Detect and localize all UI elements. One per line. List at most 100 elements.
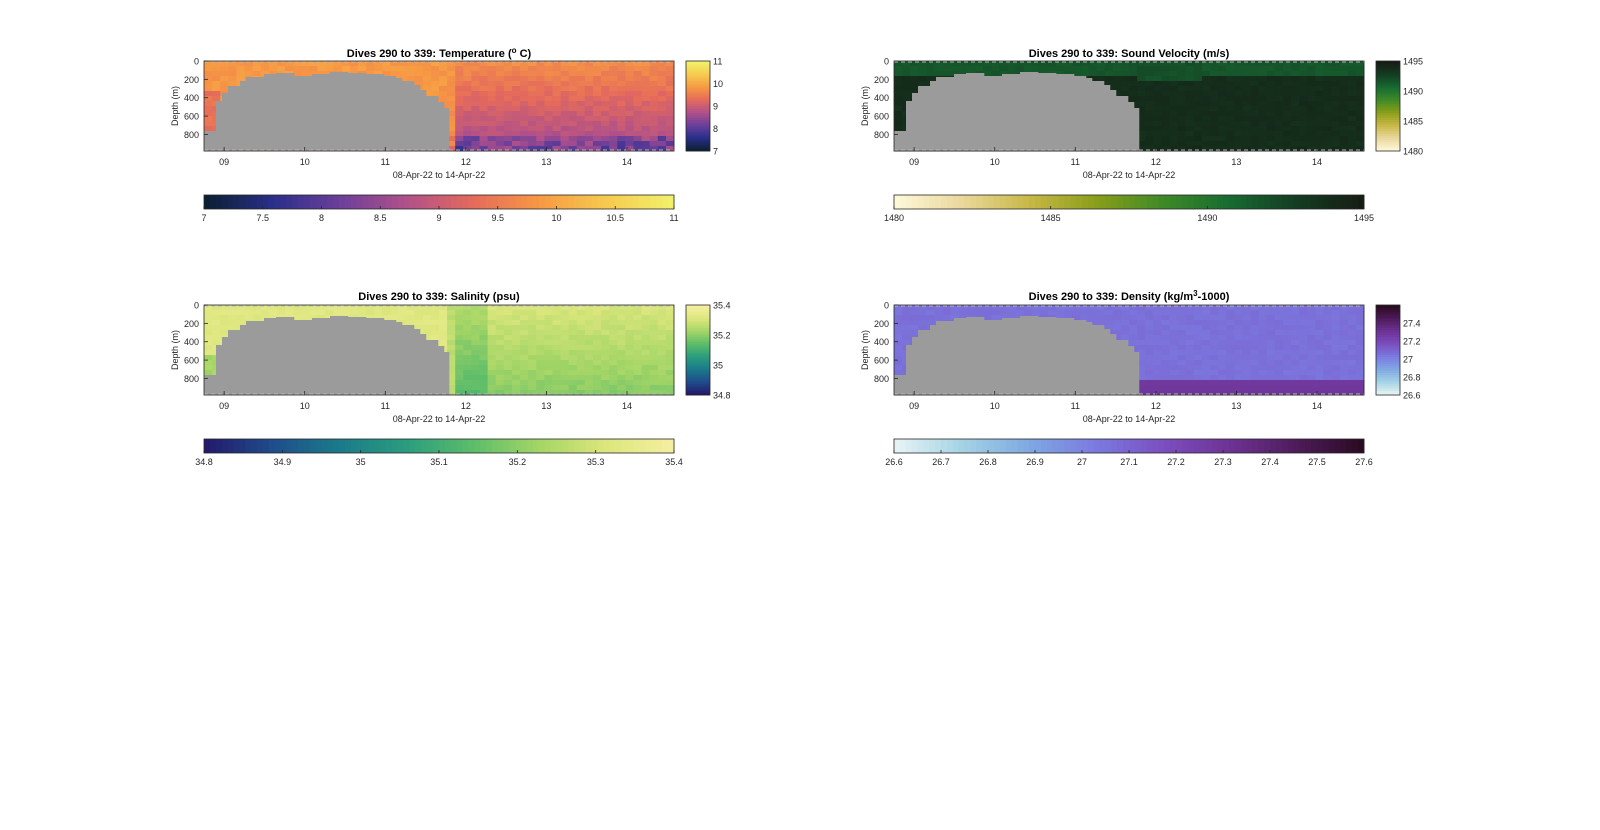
side-colorbar: 34.8 35 35.2 35.4 [685, 301, 731, 401]
y-axis-label: Depth (m) [170, 330, 180, 370]
bottom-colorbar-tick: 27.3 [1214, 457, 1232, 467]
y-tick-label: 800 [184, 374, 199, 384]
bottom-colorbar-tick: 10.5 [606, 213, 624, 223]
bottom-colorbar-tick: 7.5 [256, 213, 269, 223]
bottom-colorbar-tick: 35 [356, 457, 366, 467]
x-tick-label: 12 [1151, 401, 1161, 411]
seafloor-terrain [894, 72, 1140, 151]
bottom-colorbar-tick: 27.5 [1308, 457, 1326, 467]
side-colorbar: 1480 1485 1490 1495 [1375, 57, 1423, 157]
bottom-colorbar-tick: 27.4 [1261, 457, 1279, 467]
bottom-colorbar-tick: 1480 [884, 213, 904, 223]
chart-title: Dives 290 to 339: Density (kg/m3-1000) [1029, 289, 1230, 303]
bottom-colorbar-tick: 10 [551, 213, 561, 223]
y-axis-label: Depth (m) [170, 86, 180, 126]
y-tick-label: 400 [184, 93, 199, 103]
y-tick-label: 200 [184, 75, 199, 85]
side-colorbar-tick: 35.4 [713, 301, 731, 311]
x-tick-label: 14 [1312, 157, 1322, 167]
chart-title: Dives 290 to 339: Temperature (o C) [347, 46, 532, 60]
chart-density: Dives 290 to 339: Density (kg/m3-1000) 0 2… [860, 289, 1421, 467]
x-tick-label: 13 [1231, 401, 1241, 411]
x-tick-label: 14 [622, 401, 632, 411]
y-tick-label: 0 [194, 57, 199, 67]
x-tick-label: 10 [300, 401, 310, 411]
x-tick-label: 12 [1151, 157, 1161, 167]
y-tick-label: 600 [184, 356, 199, 366]
bottom-colorbar-tick: 34.9 [274, 457, 292, 467]
side-colorbar-tick: 1490 [1403, 87, 1423, 97]
y-tick-label: 400 [184, 337, 199, 347]
y-tick-label: 200 [184, 319, 199, 329]
y-tick-label: 0 [884, 57, 889, 67]
y-tick-label: 600 [874, 356, 889, 366]
x-axis-label: 08-Apr-22 to 14-Apr-22 [1083, 170, 1176, 180]
seafloor-terrain [894, 316, 1140, 395]
bottom-colorbar-tick: 26.7 [932, 457, 950, 467]
x-tick-label: 13 [541, 157, 551, 167]
bottom-colorbar-tick: 8.5 [374, 213, 387, 223]
side-colorbar-tick: 27.2 [1403, 337, 1421, 347]
side-colorbar-tick: 34.8 [713, 391, 731, 401]
side-colorbar-tick: 8 [713, 124, 718, 134]
seafloor-terrain [204, 316, 450, 395]
y-tick-label: 800 [184, 130, 199, 140]
x-tick-label: 12 [461, 157, 471, 167]
y-tick-label: 600 [184, 112, 199, 122]
bottom-colorbar-tick: 27.2 [1167, 457, 1185, 467]
side-colorbar-tick: 10 [713, 79, 723, 89]
bottom-colorbar: 1480 1485 1490 1495 [884, 194, 1374, 223]
y-tick-label: 400 [874, 93, 889, 103]
axes-box [893, 304, 1365, 396]
x-tick-label: 11 [381, 157, 390, 167]
x-tick-label: 10 [300, 157, 310, 167]
bottom-colorbar-tick: 27.6 [1355, 457, 1373, 467]
y-tick-label: 0 [884, 301, 889, 311]
side-colorbar-tick: 26.8 [1403, 373, 1421, 383]
x-tick-label: 13 [541, 401, 551, 411]
x-tick-label: 11 [1071, 401, 1080, 411]
bottom-colorbar-tick: 8 [319, 213, 324, 223]
side-colorbar-tick: 1485 [1403, 117, 1423, 127]
x-tick-label: 09 [219, 401, 229, 411]
y-tick-label: 800 [874, 130, 889, 140]
bottom-colorbar-tick: 27.1 [1120, 457, 1138, 467]
axes-box [203, 60, 675, 152]
bottom-colorbar-tick: 34.8 [195, 457, 213, 467]
y-tick-label: 200 [874, 75, 889, 85]
bottom-colorbar-tick: 1485 [1041, 213, 1061, 223]
y-tick-label: 0 [194, 301, 199, 311]
bottom-colorbar: 26.6 26.7 26.8 26.9 27 27.1 27.2 27.3 27.4 27.5 27… [885, 438, 1373, 467]
bottom-colorbar-tick: 11 [669, 213, 678, 223]
x-tick-label: 09 [909, 157, 919, 167]
side-colorbar-tick: 1495 [1403, 57, 1423, 67]
bottom-colorbar-tick: 35.3 [587, 457, 605, 467]
bottom-colorbar-tick: 26.8 [979, 457, 997, 467]
bottom-colorbar-tick: 27 [1077, 457, 1087, 467]
x-tick-label: 09 [219, 157, 229, 167]
chart-title: Dives 290 to 339: Salinity (psu) [358, 291, 520, 303]
side-colorbar: 7 8 9 10 11 [685, 57, 723, 157]
bottom-colorbar-tick: 35.4 [665, 457, 683, 467]
bottom-colorbar-tick: 35.2 [509, 457, 527, 467]
y-tick-label: 600 [874, 112, 889, 122]
x-tick-label: 11 [381, 401, 390, 411]
x-axis-label: 08-Apr-22 to 14-Apr-22 [393, 170, 486, 180]
bottom-colorbar: 7 7.5 8 8.5 9 9.5 10 10.5 11 [201, 194, 679, 223]
y-tick-label: 400 [874, 337, 889, 347]
x-tick-label: 12 [461, 401, 471, 411]
bottom-colorbar-tick: 7 [201, 213, 206, 223]
x-axis-label: 08-Apr-22 to 14-Apr-22 [393, 414, 486, 424]
axes-box [203, 304, 675, 396]
bottom-colorbar-tick: 26.9 [1026, 457, 1044, 467]
x-tick-label: 10 [990, 401, 1000, 411]
y-tick-label: 200 [874, 319, 889, 329]
axes-box [893, 60, 1365, 152]
bottom-colorbar-tick: 1495 [1354, 213, 1374, 223]
side-colorbar-tick: 26.6 [1403, 391, 1421, 401]
side-colorbar-tick: 35 [713, 361, 723, 371]
x-tick-label: 14 [1312, 401, 1322, 411]
bottom-colorbar-tick: 9 [436, 213, 441, 223]
side-colorbar-tick: 7 [713, 147, 718, 157]
